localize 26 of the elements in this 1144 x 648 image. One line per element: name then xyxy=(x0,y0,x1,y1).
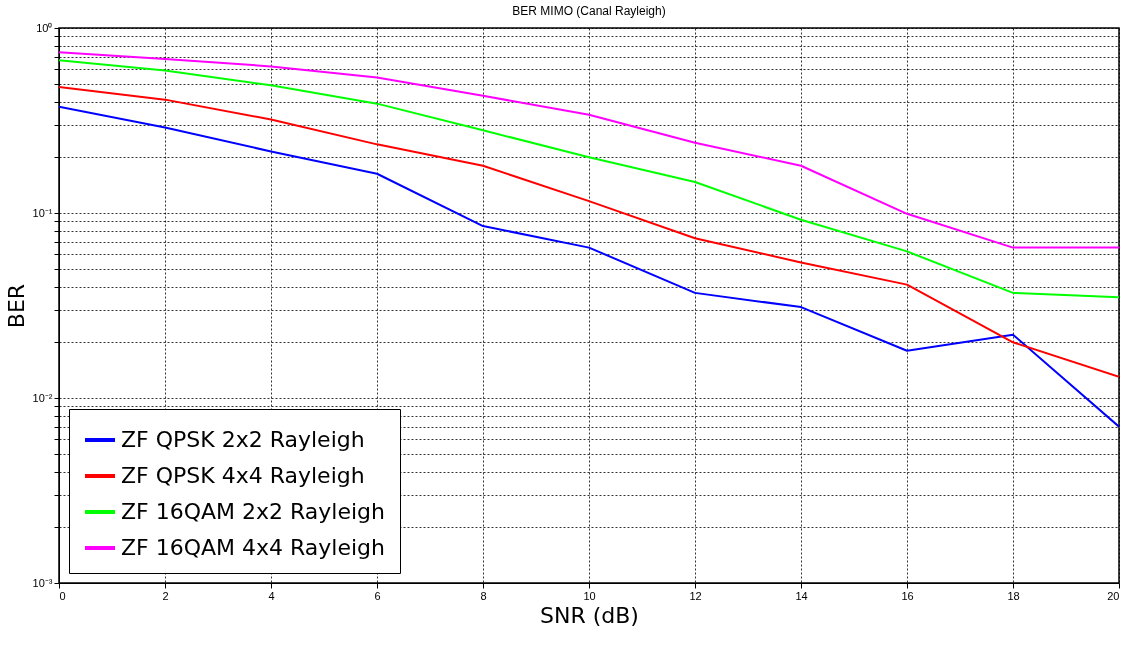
legend-label: ZF QPSK 2x2 Rayleigh xyxy=(121,427,365,452)
y-tick-label: 10⁰ xyxy=(36,21,53,34)
x-tick-label: 20 xyxy=(1107,589,1120,602)
x-tick-label: 16 xyxy=(901,589,914,602)
x-tick-label: 12 xyxy=(689,589,702,602)
y-axis-title: BER xyxy=(3,283,29,329)
x-axis-title: SNR (dB) xyxy=(540,602,639,628)
x-tick-label: 0 xyxy=(59,589,66,602)
line-series xyxy=(59,59,1119,299)
line-series xyxy=(59,51,1119,249)
x-tick-label: 14 xyxy=(795,589,808,602)
line-series xyxy=(59,85,1119,378)
y-tick-label: 10⁻³ xyxy=(32,576,53,589)
chart-title: BER MIMO (Canal Rayleigh) xyxy=(512,4,666,18)
x-tick-label: 2 xyxy=(162,589,169,602)
legend-label: ZF 16QAM 4x4 Rayleigh xyxy=(121,535,386,560)
x-tick-label: 10 xyxy=(583,589,596,602)
legend-label: ZF QPSK 4x4 Rayleigh xyxy=(121,463,365,488)
x-tick-label: 18 xyxy=(1007,589,1020,602)
legend-label: ZF 16QAM 2x2 Rayleigh xyxy=(121,499,386,524)
line-series xyxy=(59,105,1119,428)
y-tick-label: 10⁻¹ xyxy=(32,206,53,219)
x-tick-label: 6 xyxy=(374,589,381,602)
y-tick-label: 10⁻² xyxy=(32,391,53,404)
x-tick-label: 4 xyxy=(268,589,275,602)
x-tick-label: 8 xyxy=(480,589,487,602)
